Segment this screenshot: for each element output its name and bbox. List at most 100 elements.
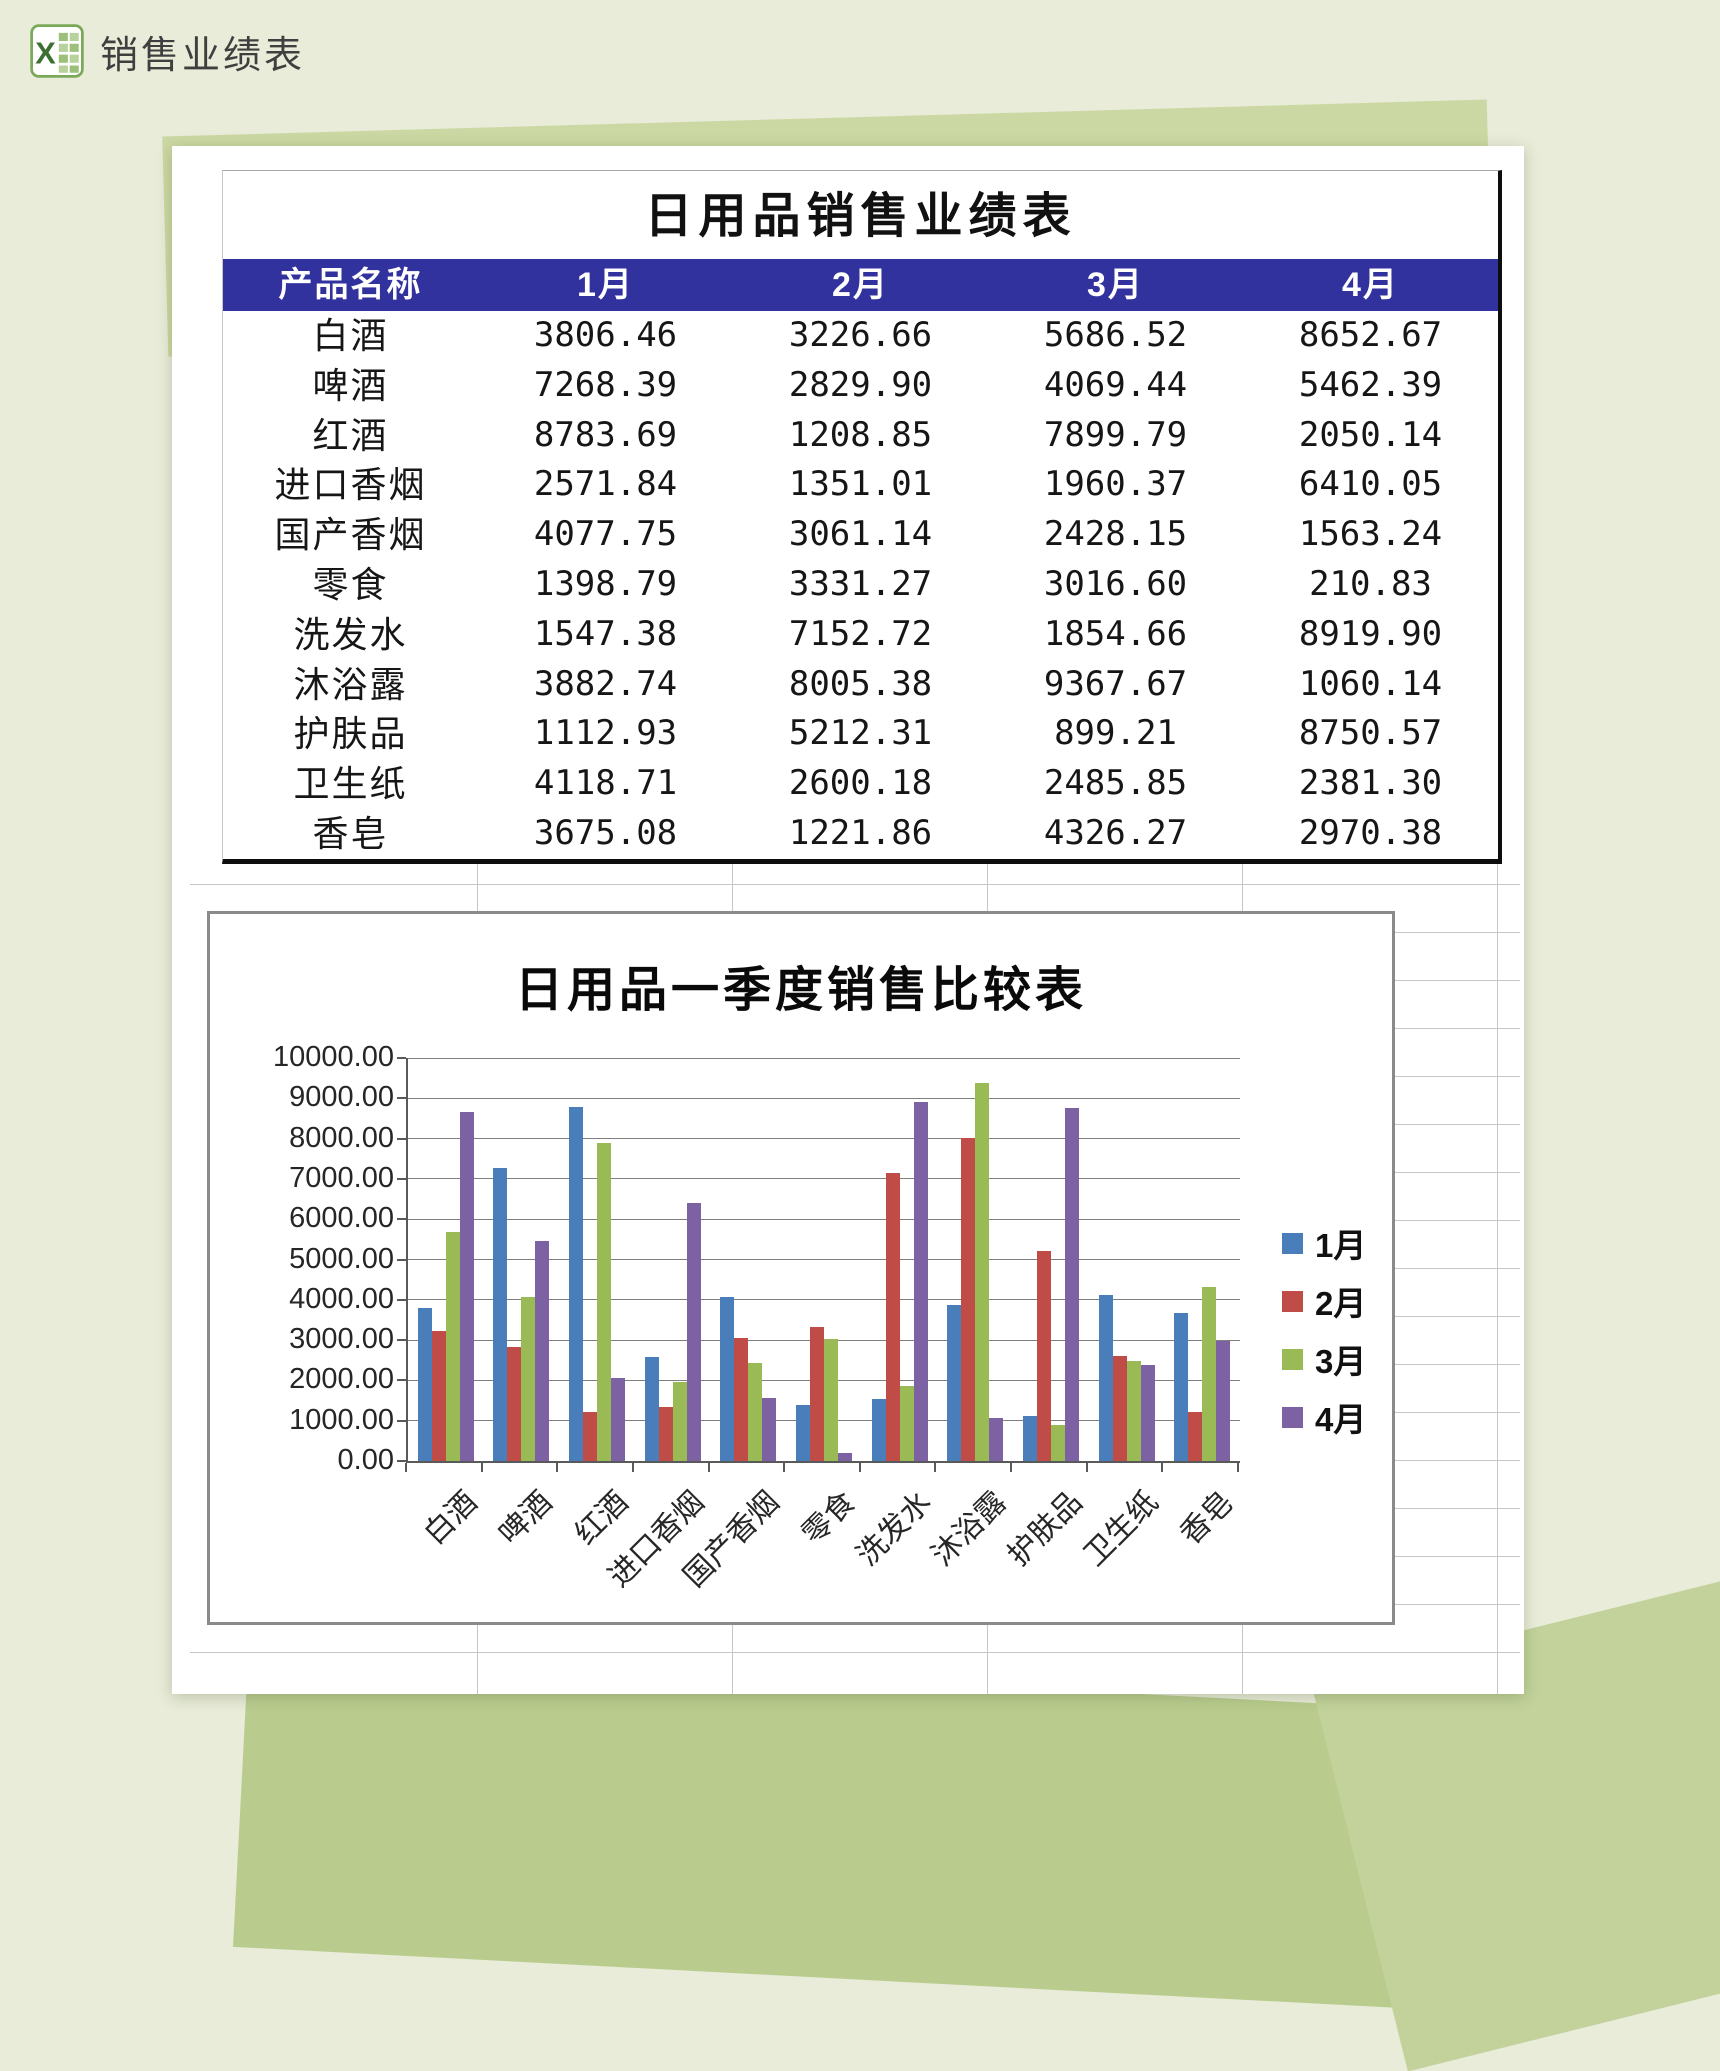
legend-label: 3月 [1315,1343,1367,1380]
table-row: 沐浴露 3882.74 8005.38 9367.67 1060.14 [223,660,1498,710]
bar-3月-白酒 [445,1231,460,1461]
y-gridline [408,1218,1240,1220]
value-cell: 4077.75 [533,514,678,555]
product-name-cell: 香皂 [312,812,389,854]
y-axis-tick [397,1177,406,1180]
x-axis-tick [631,1463,634,1472]
bar-4月-护肤品 [1064,1108,1079,1461]
bar-3月-红酒 [597,1142,612,1461]
bar-4月-啤酒 [535,1240,550,1461]
legend-swatch [1282,1232,1303,1254]
bar-3月-洗发水 [899,1386,914,1461]
excel-row-line [1395,1172,1520,1173]
excel-row-line [190,884,1520,885]
x-axis-tick [707,1463,710,1472]
bar-1月-香皂 [1174,1312,1189,1461]
excel-col-line [477,862,478,911]
excel-col-line [1242,862,1243,911]
value-cell: 2485.85 [1043,763,1188,804]
bar-4月-洗发水 [913,1101,928,1461]
bar-1月-护肤品 [1022,1416,1037,1461]
product-name-cell: 进口香烟 [274,464,427,506]
x-axis-tick [1085,1463,1088,1472]
sales-table: 日用品销售业绩表 产品名称 1月 2月 3月 4月 白酒 3806.46 3226.66 56… [222,170,1502,864]
bar-4月-卫生纸 [1140,1365,1155,1461]
svg-text:X: X [35,36,56,71]
table-body: 白酒 3806.46 3226.66 5686.52 8652.67 啤酒 7268.39 2… [223,311,1498,859]
y-gridline [408,1057,1240,1059]
bar-4月-进口香烟 [686,1202,701,1461]
legend-label: 4月 [1315,1401,1367,1438]
x-axis-tick [1237,1463,1239,1472]
excel-col-line [1497,911,1498,1625]
table-row: 香皂 3675.08 1221.86 4326.27 2970.38 [223,809,1498,859]
y-axis-tick [397,1258,406,1261]
bar-3月-卫生纸 [1126,1360,1141,1461]
table-header-cell: 3月 [1087,266,1144,304]
bar-2月-沐浴露 [961,1138,976,1461]
x-axis-tick [480,1463,483,1472]
excel-row-line [1395,1220,1520,1221]
table-header-cell: 4月 [1342,266,1399,304]
y-axis-tick [397,1057,406,1059]
bar-2月-洗发水 [885,1172,900,1461]
x-axis-tick [556,1463,559,1472]
product-name-cell: 啤酒 [312,364,389,406]
value-cell: 1563.24 [1298,514,1443,555]
bar-2月-卫生纸 [1112,1356,1127,1461]
value-cell: 2829.90 [788,364,933,405]
table-title: 日用品销售业绩表 [644,190,1077,243]
legend-item-2月: 2月 [1282,1277,1366,1325]
value-cell: 4326.27 [1043,812,1188,853]
y-axis-tick-label: 10000.00 [273,1041,394,1073]
excel-row-line [1395,1508,1520,1509]
table-row: 卫生纸 4118.71 2600.18 2485.85 2381.30 [223,759,1498,809]
y-gridline [408,1299,1240,1301]
bar-3月-零食 [824,1339,838,1461]
value-cell: 2050.14 [1298,414,1443,455]
table-row: 国产香烟 4077.75 3061.14 2428.15 1563.24 [223,510,1498,560]
value-cell: 8005.38 [788,663,933,704]
bar-2月-红酒 [583,1412,598,1461]
value-cell: 3806.46 [533,315,678,355]
y-gridline [408,1097,1240,1099]
y-axis-tick-label: 3000.00 [289,1323,394,1356]
bar-4月-红酒 [611,1378,626,1461]
table-row: 零食 1398.79 3331.27 3016.60 210.83 [223,560,1498,610]
excel-row-line [1395,1268,1520,1269]
table-header-cell: 2月 [832,266,889,304]
y-axis-tick-label: 2000.00 [289,1363,394,1396]
excel-col-line [732,1625,733,1694]
value-cell: 5212.31 [788,713,933,754]
bar-3月-香皂 [1202,1286,1217,1461]
excel-row-line [1395,932,1520,933]
value-cell: 1398.79 [533,563,678,604]
bar-1月-红酒 [569,1107,584,1461]
value-cell: 1351.01 [788,464,933,505]
legend-label: 1月 [1315,1227,1367,1264]
page-title: 销售业绩表 [100,34,306,77]
value-cell: 3882.74 [533,663,678,704]
value-cell: 4118.71 [533,763,678,804]
bar-3月-沐浴露 [975,1083,990,1461]
value-cell: 5686.52 [1043,315,1188,355]
excel-row-line [190,1652,1520,1653]
legend-item-1月: 1月 [1282,1219,1366,1267]
bar-2月-国产香烟 [734,1337,749,1461]
value-cell: 8919.90 [1298,613,1443,654]
x-axis-tick [1161,1463,1164,1472]
y-axis-tick-label: 1000.00 [289,1403,394,1436]
y-axis-tick-label: 7000.00 [289,1161,394,1194]
bar-4月-国产香烟 [762,1398,777,1461]
value-cell: 8652.67 [1298,315,1443,355]
value-cell: 8783.69 [533,414,678,455]
page-header: X 销售业绩表 [28,22,305,80]
value-cell: 1960.37 [1043,464,1188,505]
legend-item-3月: 3月 [1282,1335,1366,1383]
value-cell: 3226.66 [788,315,933,355]
bar-2月-进口香烟 [658,1406,673,1461]
bar-1月-国产香烟 [720,1296,735,1461]
table-header-cell: 1月 [577,266,634,304]
y-gridline [408,1138,1240,1140]
value-cell: 6410.05 [1298,464,1443,505]
